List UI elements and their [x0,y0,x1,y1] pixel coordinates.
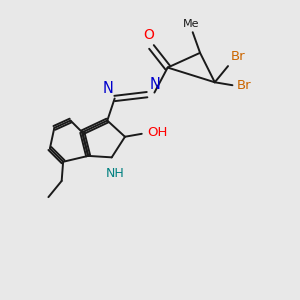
Text: Me: Me [183,19,200,29]
Text: NH: NH [105,167,124,180]
Text: O: O [144,28,154,42]
Text: Br: Br [231,50,246,63]
Text: Br: Br [237,79,251,92]
Text: N: N [149,77,160,92]
Text: OH: OH [147,126,167,140]
Text: N: N [102,81,113,96]
